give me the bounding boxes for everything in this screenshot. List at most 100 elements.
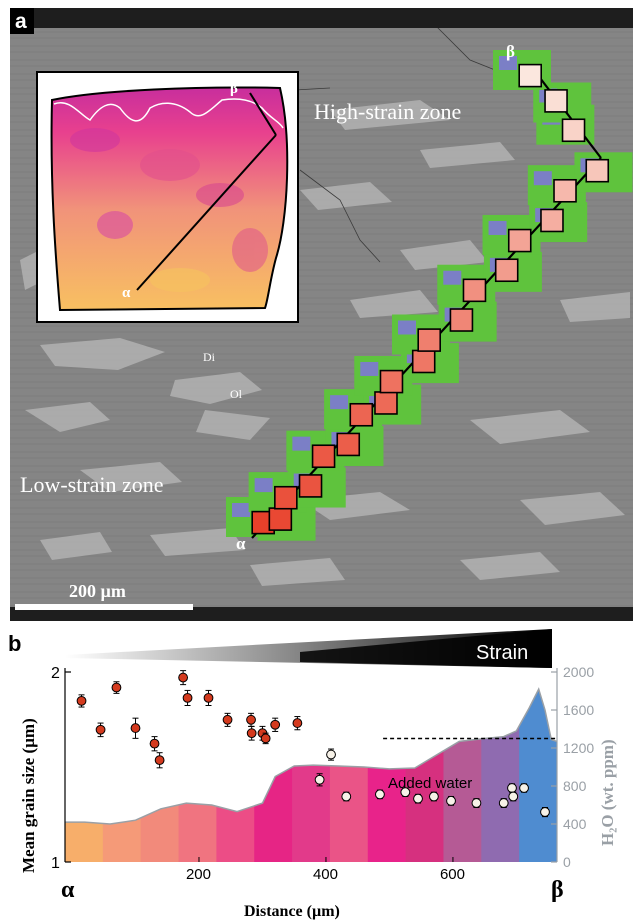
h2o-band: [367, 689, 407, 862]
grain-size-square: [379, 369, 404, 394]
grain-size-square: [494, 258, 519, 283]
y-left-axis-label: Mean grain size (µm): [19, 718, 38, 873]
grain-size-point: [292, 718, 303, 728]
panel-a-letter-box: [10, 8, 34, 34]
high-strain-zone-label: High-strain zone: [314, 99, 461, 124]
grain-size-point: [326, 749, 336, 760]
grain-size-point: [95, 724, 106, 735]
x-tick-label: 200: [186, 866, 211, 883]
added-water-label: Added water: [388, 775, 472, 792]
ebsd-tile-olivine: [499, 56, 517, 70]
y-left-tick-label: 2: [51, 665, 60, 682]
grain-size-square: [585, 158, 610, 183]
x-tick-label: 400: [313, 866, 338, 883]
inset-map: α β: [36, 71, 299, 323]
transect-line-upper: [536, 73, 602, 159]
y-right-tick-label: 400: [563, 816, 587, 832]
grain-size-squares: [251, 63, 610, 535]
grain-size-point: [446, 795, 456, 806]
ebsd-tile-olivine: [232, 503, 250, 517]
y-right-tick-label: 0: [563, 854, 571, 870]
low-strain-zone-label: Low-strain zone: [20, 472, 164, 497]
h2o-band: [329, 689, 369, 862]
y-right-tick-label: 1600: [563, 702, 594, 718]
grain-size-square: [268, 507, 293, 531]
grain-size-point: [413, 793, 423, 804]
grain-size-square: [544, 89, 568, 113]
diopside-grains: [20, 100, 630, 586]
grain-size-point: [182, 692, 193, 703]
grain-size-point: [246, 728, 257, 739]
y-right-tick-label: 800: [563, 778, 587, 794]
h2o-band: [65, 689, 104, 862]
inset-transect-lower: [136, 134, 277, 291]
grain-size-point: [519, 783, 529, 793]
grain-size-point: [111, 682, 122, 693]
strain-label: Strain: [476, 642, 528, 664]
grain-size-point: [508, 791, 519, 802]
grain-size-square: [553, 178, 577, 203]
grain-size-square: [449, 308, 474, 332]
grain-size-point: [507, 783, 517, 793]
inset-beta-label: β: [230, 81, 238, 97]
ebsd-tile-olivine: [398, 320, 416, 335]
grain-size-square: [374, 391, 398, 415]
y-right-axis-label: H₂O (wt. ppm): [598, 739, 617, 846]
h2o-band: [102, 689, 142, 862]
x-axis-label: Distance (µm): [244, 903, 340, 920]
grain-size-square: [540, 208, 564, 233]
grain-size-point: [314, 774, 325, 785]
grain-size-square: [311, 444, 336, 469]
h2o-band: [254, 689, 293, 862]
grain-size-point: [341, 791, 352, 802]
grain-size-square: [462, 278, 487, 303]
inset-blotches: [70, 128, 268, 292]
grain-size-point: [246, 714, 256, 725]
transect-alpha-label: α: [236, 534, 246, 553]
grain-size-water-chart: 1 2 0 400 800 1200 1600 2000 200 400 600: [51, 664, 594, 883]
y-right-tick-label: 1200: [563, 740, 594, 756]
olivine-label: Ol: [230, 387, 243, 401]
scale-bar: [15, 604, 193, 610]
grain-size-square: [336, 432, 361, 457]
x-beta-label: β: [551, 877, 564, 903]
grain-size-point: [149, 738, 160, 749]
ebsd-tile-olivine: [533, 171, 552, 186]
h2o-band: [405, 689, 445, 862]
grain-size-square: [411, 349, 436, 374]
grain-size-point: [471, 798, 482, 808]
grain-size-point: [400, 787, 411, 798]
grain-size-point: [154, 755, 165, 766]
h2o-profile-line: [65, 687, 558, 825]
bottom-margin-band: [10, 607, 633, 621]
ebsd-tile-olivine: [292, 436, 311, 451]
top-margin-band: [10, 8, 633, 28]
h2o-band: [519, 689, 557, 862]
grain-size-square: [274, 485, 298, 510]
diopside-label: Di: [203, 350, 216, 364]
ebsd-tile-olivine: [360, 361, 379, 376]
inset-transect-upper: [249, 92, 277, 136]
y-left-tick-label: 1: [51, 855, 60, 872]
ebsd-tile-olivine: [443, 270, 462, 285]
grain-size-square: [561, 118, 586, 143]
transect-beta-label: β: [506, 42, 515, 61]
h2o-band: [481, 689, 520, 862]
h2o-band: [292, 689, 331, 862]
grain-size-point: [540, 807, 550, 817]
h2o-band: [178, 689, 217, 862]
grain-size-square: [518, 63, 543, 88]
grain-size-point: [428, 791, 439, 802]
ebsd-tile-olivine: [254, 478, 273, 493]
grain-size-point: [222, 714, 233, 725]
grain-size-point: [130, 723, 141, 733]
panel-a: α β High-strain zone Low-strain zone Di …: [10, 8, 633, 621]
y-right-tick-label: 2000: [563, 664, 594, 680]
x-tick-label: 600: [440, 866, 465, 883]
grain-size-square: [417, 328, 442, 352]
inset-alpha-label: α: [122, 285, 131, 301]
strain-wedge-solid: [300, 629, 552, 668]
grain-size-point: [260, 733, 271, 744]
grain-size-point: [498, 798, 509, 808]
grain-size-point: [203, 692, 214, 703]
